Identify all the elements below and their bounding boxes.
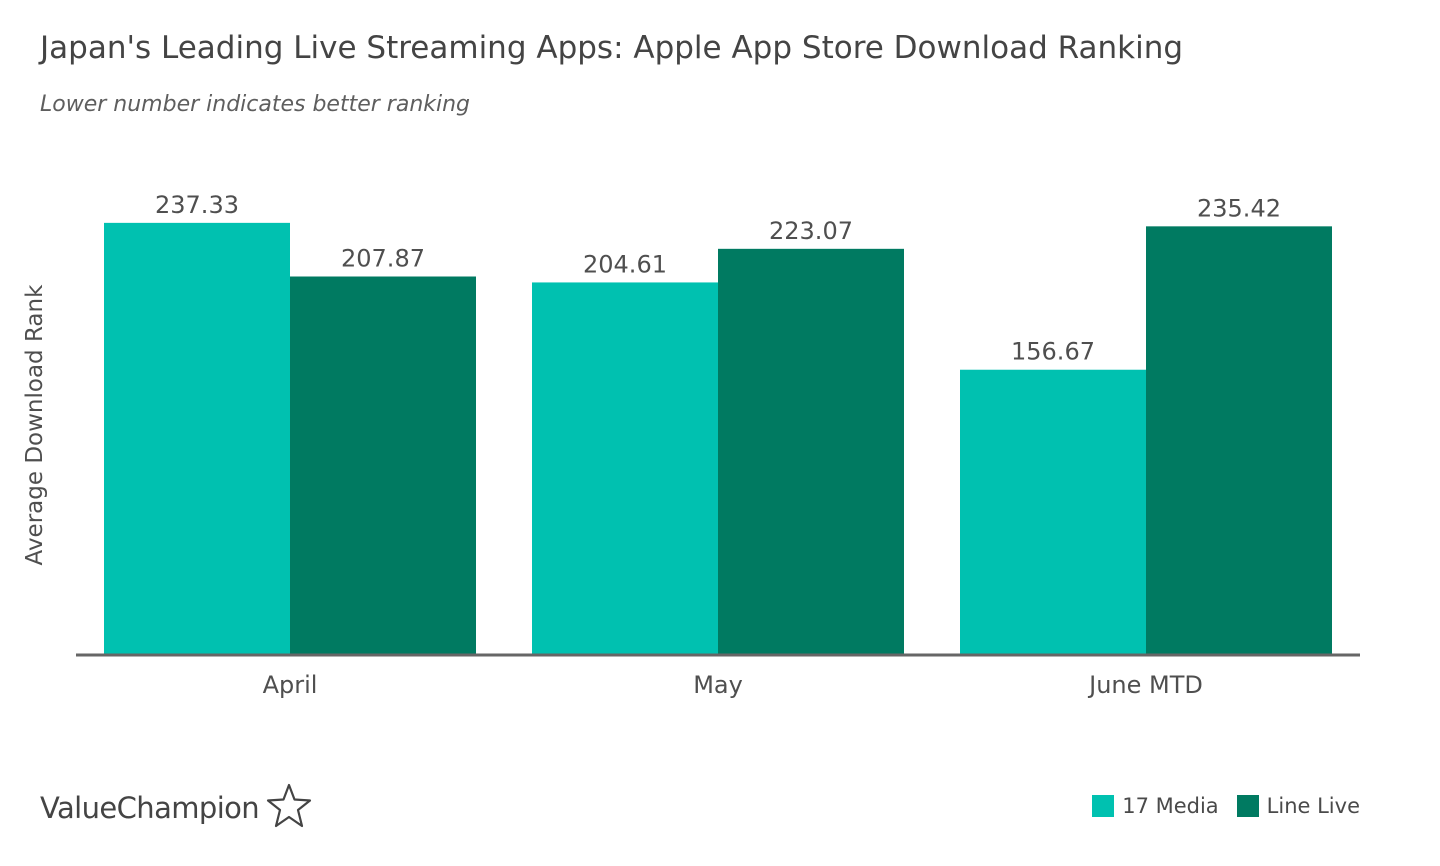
bar-line-live-june-mtd — [1146, 226, 1332, 655]
legend-label-line-live: Line Live — [1266, 794, 1360, 818]
bar-chart: 237.33 207.87 April 204.61 223.07 May 156.67 23… — [22, 191, 1360, 699]
bar-line-live-may — [718, 248, 904, 655]
chart-legend: 17 Media Line Live — [1092, 794, 1360, 818]
chart-title: Japan's Leading Live Streaming Apps: App… — [40, 30, 1184, 66]
chart-subtitle: Lower number indicates better ranking — [40, 92, 471, 117]
bar-17-media-april — [104, 222, 290, 655]
brand-logo: ValueChampion — [40, 780, 313, 836]
legend-swatch-17-media — [1092, 795, 1115, 817]
brand-name: ValueChampion — [40, 791, 260, 825]
bar-17-media-june-mtd — [960, 369, 1146, 655]
data-label-17-media-april: 237.33 — [155, 191, 239, 219]
bar-17-media-may — [532, 282, 718, 655]
legend-item-17-media: 17 Media — [1092, 794, 1219, 818]
legend-swatch-line-live — [1236, 795, 1259, 817]
data-label-line-live-may: 223.07 — [769, 217, 853, 245]
y-axis-label: Average Download Rank — [22, 284, 48, 566]
data-label-line-live-june-mtd: 235.42 — [1197, 194, 1281, 222]
legend-label-17-media: 17 Media — [1122, 794, 1219, 818]
x-tick-label-june-mtd: June MTD — [1087, 671, 1203, 699]
x-tick-label-april: April — [263, 671, 318, 699]
data-label-line-live-april: 207.87 — [341, 245, 425, 273]
x-tick-label-may: May — [693, 671, 743, 699]
data-label-17-media-may: 204.61 — [583, 250, 667, 278]
bar-line-live-april — [290, 276, 476, 655]
star-outline-icon — [265, 782, 313, 834]
legend-item-line-live: Line Live — [1236, 794, 1360, 818]
data-label-17-media-june-mtd: 156.67 — [1011, 338, 1095, 366]
